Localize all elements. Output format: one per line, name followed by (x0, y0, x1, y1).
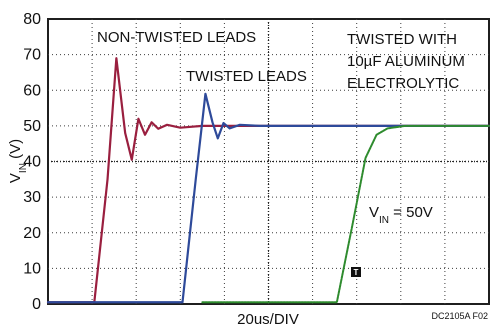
figure-code: DC2105A F02 (431, 311, 488, 321)
annotation-twisted: TWISTED LEADS (186, 68, 307, 85)
annotation-electrolytic-line-3: ELECTROLYTIC (347, 75, 459, 92)
annotation-vin-setting-value: = 50V (389, 204, 433, 221)
y-tick-label: 20 (23, 225, 41, 242)
annotations-layer: NON-TWISTED LEADS TWISTED LEADS TWISTED … (97, 29, 488, 321)
series-layer (46, 57, 490, 304)
y-tick-label: 50 (23, 118, 41, 135)
y-axis-label: VIN (V) (7, 139, 29, 183)
annotation-vin-setting-sub: IN (379, 215, 389, 226)
annotation-electrolytic-line-1: TWISTED WITH (347, 31, 457, 48)
annotation-vin-setting: VIN = 50V (369, 204, 433, 226)
series-line-3 (201, 124, 490, 304)
annotation-non-twisted: NON-TWISTED LEADS (97, 29, 256, 46)
y-tick-label: 70 (23, 47, 41, 64)
y-tick-label: 40 (23, 154, 41, 171)
y-tick-label: 10 (23, 260, 41, 277)
annotation-electrolytic-line-2: 10µF ALUMINUM (347, 53, 465, 70)
y-tick-label: 60 (23, 82, 41, 99)
series-line-1 (46, 57, 490, 304)
series-line-2 (46, 92, 490, 304)
trigger-marker-label: T (354, 268, 359, 277)
y-tick-label: 80 (23, 11, 41, 28)
y-axis-label-sub: IN (18, 163, 29, 173)
y-tick-label: 30 (23, 189, 41, 206)
y-tick-layer: 0 10 20 30 40 50 60 70 80 (23, 11, 41, 313)
y-tick-label: 0 (32, 296, 41, 313)
x-axis-label: 20us/DIV (237, 311, 299, 328)
y-axis-label-group: VIN (V) (7, 139, 29, 183)
annotation-vin-setting-main: V (369, 204, 379, 221)
y-axis-label-unit: (V) (7, 139, 24, 163)
y-axis-label-main: V (7, 173, 24, 183)
trigger-marker-box (351, 267, 361, 277)
